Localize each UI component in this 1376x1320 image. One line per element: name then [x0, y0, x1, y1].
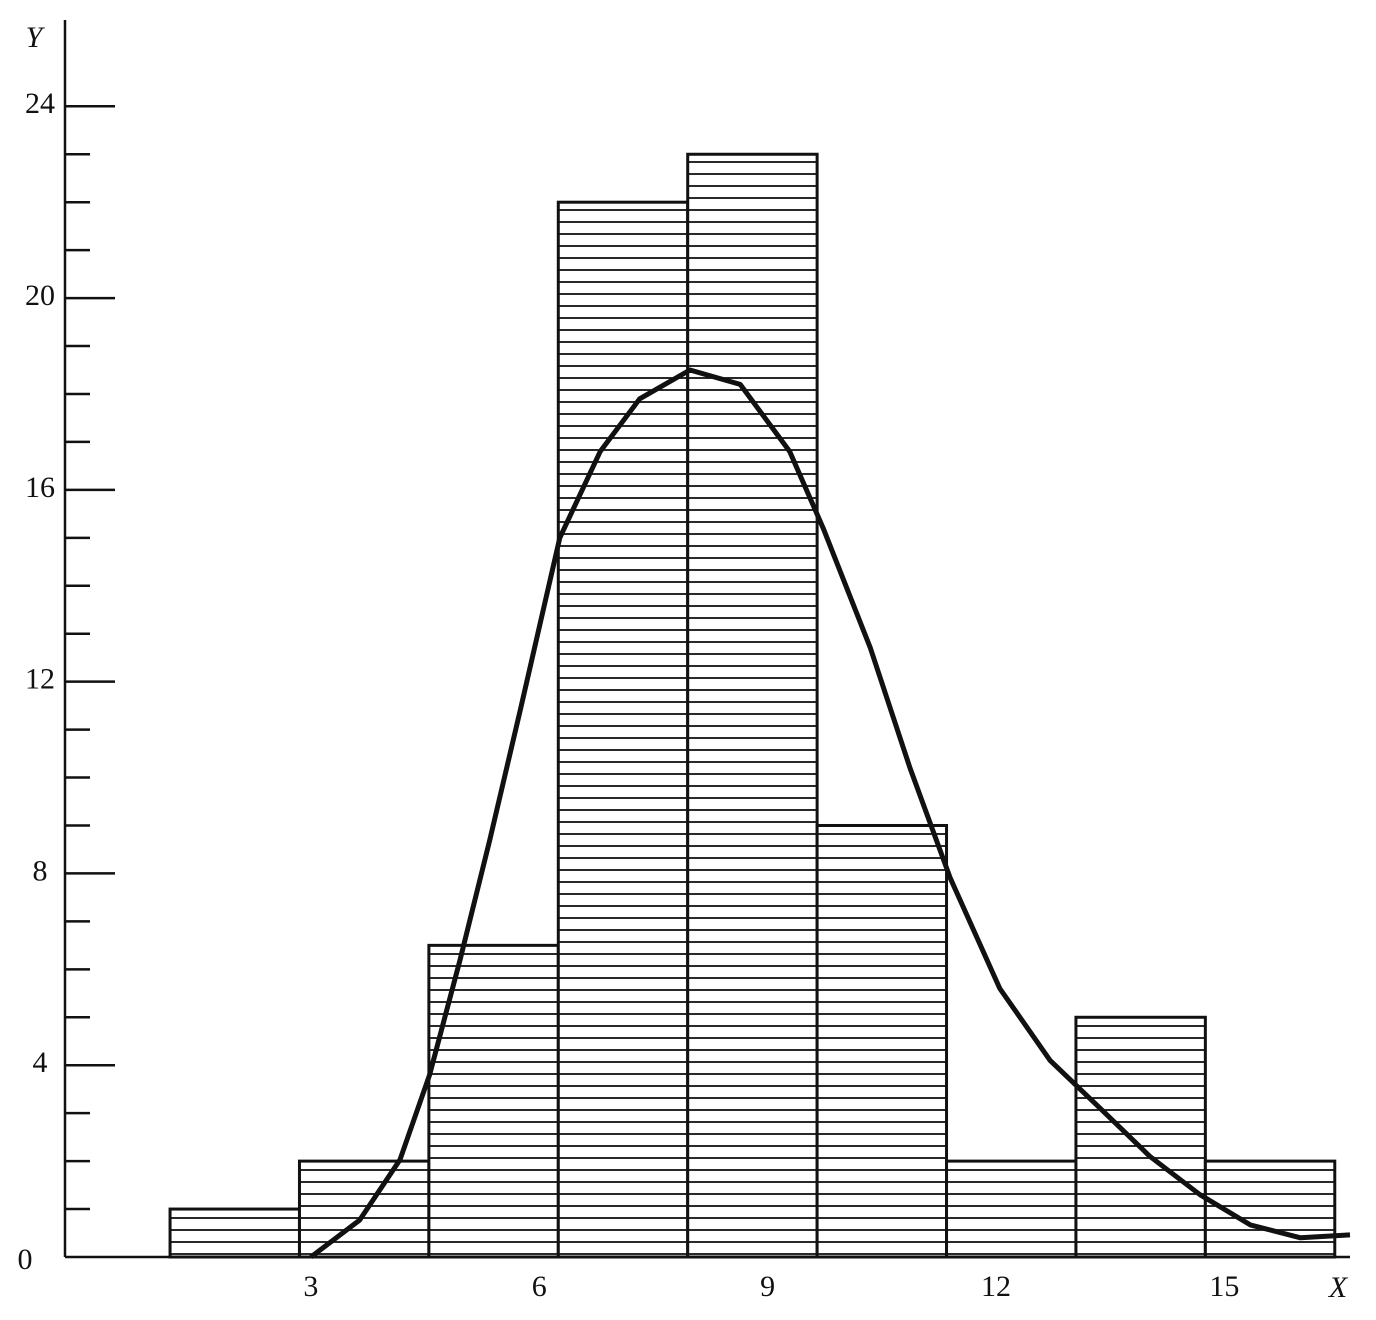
bar	[427, 943, 560, 1259]
y-tick-label: 20	[25, 279, 55, 312]
y-tick-label: 24	[25, 87, 55, 120]
y-tick-label: 12	[25, 663, 55, 696]
bar	[1074, 1015, 1207, 1259]
y-axis-label: Y	[26, 21, 46, 54]
y-tick-label: 8	[33, 854, 48, 887]
x-tick-label: 12	[981, 1270, 1011, 1303]
bar	[556, 200, 690, 1259]
bar	[686, 152, 819, 1259]
x-axis-label: X	[1328, 1271, 1349, 1304]
x-tick-label: 3	[303, 1270, 318, 1303]
y-tick-label: 4	[33, 1046, 48, 1079]
fitted-curve	[309, 367, 1351, 1259]
bar	[945, 1159, 1078, 1259]
y-tick-label: 0	[18, 1243, 33, 1276]
bar	[815, 823, 949, 1259]
y-tick-label: 16	[25, 471, 55, 504]
bar	[168, 1207, 301, 1259]
x-tick-label: 9	[760, 1270, 775, 1303]
x-tick-label: 15	[1209, 1270, 1239, 1303]
x-tick-label: 6	[532, 1270, 547, 1303]
